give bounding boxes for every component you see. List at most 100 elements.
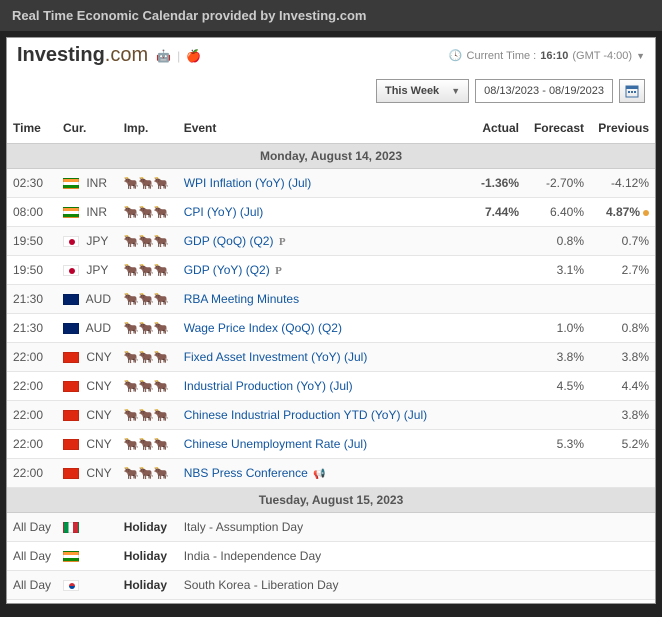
cell-actual xyxy=(460,256,525,285)
date-range-value: 08/13/2023 - 08/19/2023 xyxy=(484,85,604,97)
cell-time: 00:30 xyxy=(7,600,57,604)
cell-event: Chinese Industrial Production YTD (YoY) … xyxy=(178,401,460,430)
importance-bulls: 🐂🐂🐂 xyxy=(124,351,172,363)
cell-time: 22:00 xyxy=(7,430,57,459)
range-select-label: This Week xyxy=(385,85,439,97)
table-row[interactable]: 22:00 CNY🐂🐂🐂NBS Press Conference 📢 xyxy=(7,459,655,488)
cell-event: India - Independence Day xyxy=(178,542,460,571)
event-name[interactable]: Industrial Production (YoY) (Jul) xyxy=(184,379,353,393)
cell-time: 22:00 xyxy=(7,459,57,488)
cell-event: Wage Price Index (QoQ) (Q2) xyxy=(178,314,460,343)
cell-previous xyxy=(590,285,655,314)
cell-forecast: 5.3% xyxy=(525,430,590,459)
speech-icon: 📢 xyxy=(313,469,325,480)
widget-title: Real Time Economic Calendar provided by … xyxy=(0,0,662,31)
holiday-label: Holiday xyxy=(124,520,167,534)
event-name[interactable]: GDP (QoQ) (Q2) xyxy=(184,234,274,248)
cell-currency: AUD xyxy=(57,314,118,343)
prelim-icon: P xyxy=(275,265,282,277)
cell-event: Industrial Production (MoM) xyxy=(178,600,460,604)
cell-importance: 🐂🐂🐂 xyxy=(118,256,178,285)
cell-previous: 3.8% xyxy=(590,401,655,430)
cell-actual: 7.44% xyxy=(460,198,525,227)
cell-actual xyxy=(460,401,525,430)
event-name[interactable]: GDP (YoY) (Q2) xyxy=(184,263,270,277)
cell-importance: 🐂🐂🐂 xyxy=(118,285,178,314)
table-row[interactable]: 22:00 CNY🐂🐂🐂Chinese Industrial Productio… xyxy=(7,401,655,430)
table-row[interactable]: 21:30 AUD🐂🐂🐂Wage Price Index (QoQ) (Q2)1… xyxy=(7,314,655,343)
date-range-input[interactable]: 08/13/2023 - 08/19/2023 xyxy=(475,79,613,103)
event-name[interactable]: RBA Meeting Minutes xyxy=(184,292,299,306)
date-header: Monday, August 14, 2023 xyxy=(7,144,655,169)
revised-dot xyxy=(643,210,649,216)
cell-forecast xyxy=(525,285,590,314)
logo[interactable]: Investing.com xyxy=(17,44,148,67)
table-row[interactable]: 08:00 INR🐂🐂🐂CPI (YoY) (Jul)7.44%6.40%4.8… xyxy=(7,198,655,227)
calendar-scroll[interactable]: Time Cur. Imp. Event Actual Forecast Pre… xyxy=(7,113,655,603)
timezone[interactable]: (GMT -4:00) xyxy=(572,50,632,62)
table-row[interactable]: 21:30 AUD🐂🐂🐂RBA Meeting Minutes xyxy=(7,285,655,314)
cell-event: GDP (YoY) (Q2) P xyxy=(178,256,460,285)
android-icon[interactable]: 🤖 xyxy=(156,49,171,63)
range-select[interactable]: This Week ▼ xyxy=(376,79,469,103)
cell-forecast: 6.40% xyxy=(525,198,590,227)
col-imp: Imp. xyxy=(118,113,178,144)
table-row[interactable]: 19:50 JPY🐂🐂🐂GDP (YoY) (Q2) P3.1%2.7% xyxy=(7,256,655,285)
cell-importance: Holiday xyxy=(118,513,178,542)
cell-previous xyxy=(590,459,655,488)
cell-forecast: 1.0% xyxy=(525,314,590,343)
table-row[interactable]: 02:30 INR🐂🐂🐂WPI Inflation (YoY) (Jul)-1.… xyxy=(7,169,655,198)
table-row[interactable]: 22:00 CNY🐂🐂🐂Fixed Asset Investment (YoY)… xyxy=(7,343,655,372)
table-row[interactable]: 00:30 JPY🐂🐂🐂Industrial Production (MoM)2… xyxy=(7,600,655,604)
apple-icon[interactable]: 🍎 xyxy=(186,49,201,63)
cell-time: All Day xyxy=(7,542,57,571)
table-row[interactable]: 22:00 CNY🐂🐂🐂Chinese Unemployment Rate (J… xyxy=(7,430,655,459)
cell-time: All Day xyxy=(7,571,57,600)
cell-currency xyxy=(57,513,118,542)
table-row[interactable]: All Day HolidayIndia - Independence Day xyxy=(7,542,655,571)
cell-importance: Holiday xyxy=(118,571,178,600)
event-name[interactable]: Chinese Industrial Production YTD (YoY) … xyxy=(184,408,427,422)
cell-currency xyxy=(57,571,118,600)
col-time: Time xyxy=(7,113,57,144)
event-name[interactable]: NBS Press Conference xyxy=(184,466,308,480)
cell-actual xyxy=(460,372,525,401)
event-name[interactable]: Wage Price Index (QoQ) (Q2) xyxy=(184,321,342,335)
cell-actual xyxy=(460,542,525,571)
cell-event: Chinese Unemployment Rate (Jul) xyxy=(178,430,460,459)
widget-container: Investing.com 🤖 | 🍎 🕓 Current Time : 16:… xyxy=(0,31,662,610)
event-name[interactable]: Fixed Asset Investment (YoY) (Jul) xyxy=(184,350,368,364)
calendar-button[interactable] xyxy=(619,79,645,103)
cell-event: WPI Inflation (YoY) (Jul) xyxy=(178,169,460,198)
event-name[interactable]: Chinese Unemployment Rate (Jul) xyxy=(184,437,367,451)
cell-currency: INR xyxy=(57,198,118,227)
date-header: Tuesday, August 15, 2023 xyxy=(7,488,655,513)
cell-forecast: 4.5% xyxy=(525,372,590,401)
cell-importance: 🐂🐂🐂 xyxy=(118,343,178,372)
cell-importance: 🐂🐂🐂 xyxy=(118,459,178,488)
cell-event: RBA Meeting Minutes xyxy=(178,285,460,314)
current-time-value: 16:10 xyxy=(540,50,568,62)
cell-currency: JPY xyxy=(57,256,118,285)
cell-time: 19:50 xyxy=(7,256,57,285)
cell-previous: 5.2% xyxy=(590,430,655,459)
cell-forecast: 3.1% xyxy=(525,256,590,285)
cell-importance: 🐂🐂🐂 xyxy=(118,169,178,198)
event-name[interactable]: CPI (YoY) (Jul) xyxy=(184,205,264,219)
importance-bulls: 🐂🐂🐂 xyxy=(124,177,172,189)
cell-time: 08:00 xyxy=(7,198,57,227)
cell-currency: INR xyxy=(57,169,118,198)
cell-actual xyxy=(460,430,525,459)
cell-currency: CNY xyxy=(57,343,118,372)
cell-event: Fixed Asset Investment (YoY) (Jul) xyxy=(178,343,460,372)
cell-currency xyxy=(57,542,118,571)
table-row[interactable]: All Day HolidayItaly - Assumption Day xyxy=(7,513,655,542)
table-row[interactable]: 19:50 JPY🐂🐂🐂GDP (QoQ) (Q2) P0.8%0.7% xyxy=(7,227,655,256)
chevron-down-icon[interactable]: ▼ xyxy=(636,51,645,61)
event-name[interactable]: WPI Inflation (YoY) (Jul) xyxy=(184,176,312,190)
cell-currency: AUD xyxy=(57,285,118,314)
cell-event: NBS Press Conference 📢 xyxy=(178,459,460,488)
table-row[interactable]: 22:00 CNY🐂🐂🐂Industrial Production (YoY) … xyxy=(7,372,655,401)
table-row[interactable]: All Day HolidaySouth Korea - Liberation … xyxy=(7,571,655,600)
importance-bulls: 🐂🐂🐂 xyxy=(124,206,172,218)
